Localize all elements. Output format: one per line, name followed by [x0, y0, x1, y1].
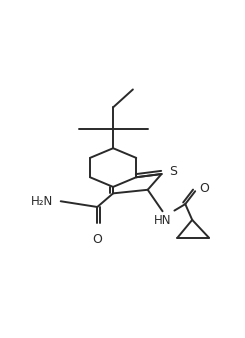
Text: HN: HN — [154, 214, 171, 227]
Text: S: S — [169, 165, 177, 178]
Text: O: O — [92, 233, 102, 246]
Text: O: O — [199, 182, 209, 195]
Text: H₂N: H₂N — [31, 195, 53, 208]
